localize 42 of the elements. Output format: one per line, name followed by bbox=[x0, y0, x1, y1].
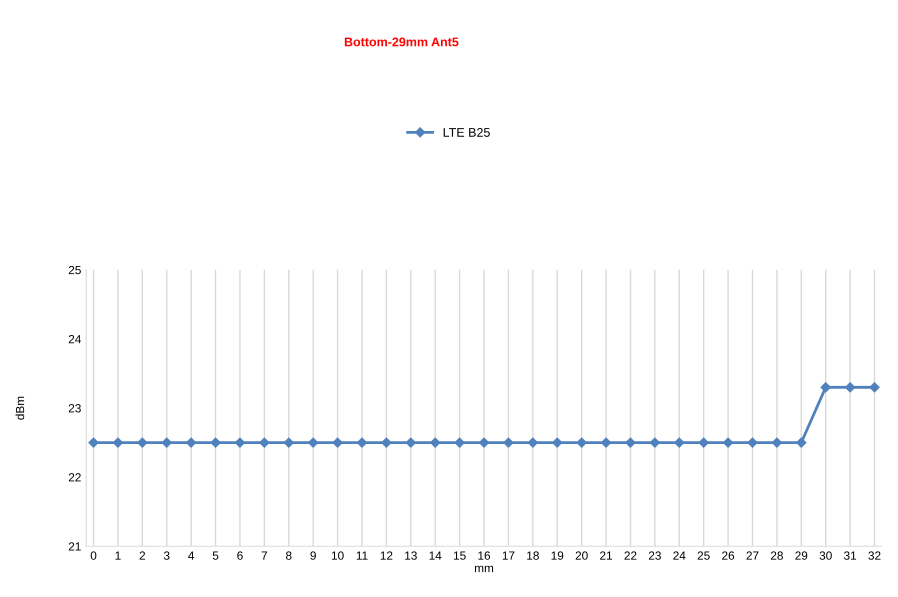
x-tick-label: 17 bbox=[502, 552, 514, 560]
x-tick-label: 6 bbox=[237, 551, 243, 560]
x-tick-label: 4 bbox=[188, 552, 194, 560]
x-tick-label: 7 bbox=[262, 552, 268, 560]
y-tick-label: 25 bbox=[68, 266, 81, 274]
x-tick-label: 3 bbox=[164, 551, 170, 560]
y-axis-title: dBm bbox=[16, 396, 24, 420]
x-tick-label: 22 bbox=[624, 551, 636, 560]
y-tick-label: 22 bbox=[68, 473, 81, 482]
x-tick-label: 5 bbox=[212, 552, 218, 560]
x-tick-label: 11 bbox=[356, 552, 368, 560]
x-axis-title: mm bbox=[474, 566, 494, 572]
chart-title: Bottom-29mm Ant5 bbox=[344, 37, 458, 46]
x-tick-label: 14 bbox=[430, 552, 442, 560]
y-tick-label: 24 bbox=[68, 334, 82, 344]
x-tick-label: 16 bbox=[478, 551, 490, 560]
x-tick-label: 12 bbox=[380, 551, 392, 560]
x-tick-label: 13 bbox=[405, 551, 417, 560]
x-tick-label: 9 bbox=[310, 551, 316, 560]
x-tick-label: 24 bbox=[673, 551, 686, 560]
x-tick-label: 0 bbox=[90, 551, 96, 560]
y-tick-label: 23 bbox=[68, 404, 81, 412]
x-tick-label: 25 bbox=[698, 551, 710, 560]
y-tick-label: 21 bbox=[68, 542, 81, 551]
x-tick-label: 8 bbox=[286, 551, 292, 560]
x-tick-label: 2 bbox=[140, 551, 146, 560]
x-tick-label: 20 bbox=[576, 551, 588, 560]
x-tick-label: 23 bbox=[648, 551, 661, 560]
x-tick-label: 1 bbox=[116, 552, 121, 560]
x-tick-label: 31 bbox=[844, 551, 856, 560]
x-tick-label: 15 bbox=[454, 552, 466, 560]
x-tick-label: 26 bbox=[722, 551, 734, 560]
x-tick-label: 29 bbox=[795, 551, 808, 560]
x-tick-label: 21 bbox=[600, 551, 612, 560]
legend-label: LTE B25 bbox=[444, 128, 490, 137]
x-tick-label: 19 bbox=[552, 551, 564, 560]
x-tick-label: 28 bbox=[770, 551, 783, 560]
x-tick-label: 32 bbox=[868, 551, 880, 560]
x-tick-label: 30 bbox=[820, 551, 832, 560]
x-tick-label: 27 bbox=[746, 551, 758, 560]
x-tick-label: 18 bbox=[527, 551, 539, 560]
x-tick-label: 10 bbox=[332, 551, 344, 560]
